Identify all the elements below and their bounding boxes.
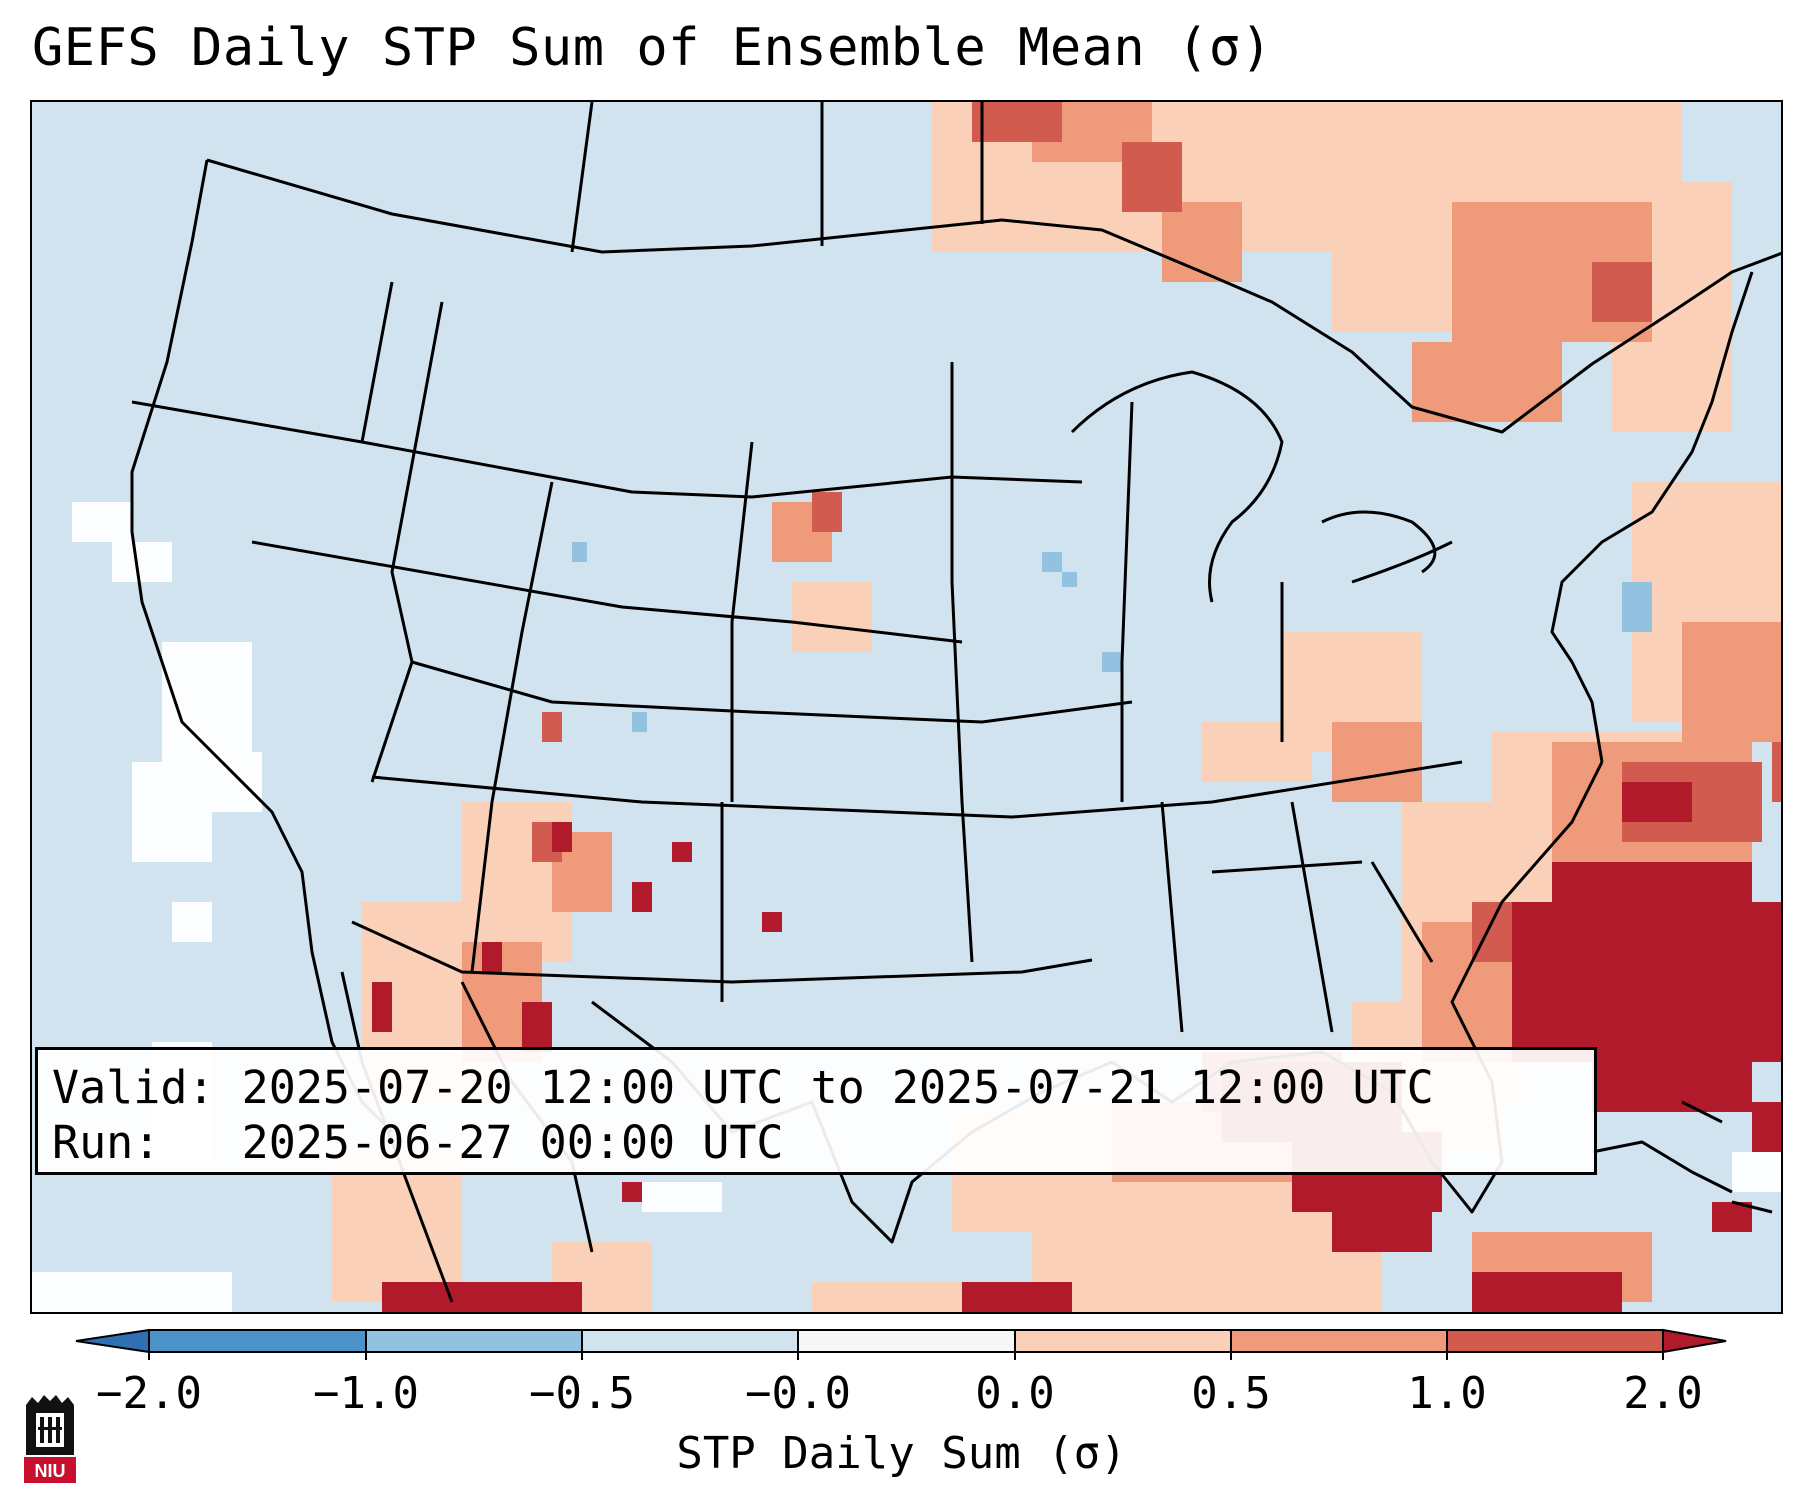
niu-logo: NIU: [24, 1395, 76, 1483]
colorbar-extend-low: [75, 1328, 150, 1354]
colorbar-tick-label: −2.0: [96, 1368, 202, 1419]
colorbar-segment: [1447, 1330, 1663, 1352]
logo-text: NIU: [35, 1461, 66, 1481]
colorbar-tick-label: 0.0: [975, 1368, 1054, 1419]
colorbar: −2.0 −1.0 −0.5 −0.0 0.0 0.5 1.0 2.0: [75, 1328, 1727, 1419]
colorbar-segment: [1231, 1330, 1447, 1352]
colorbar-segments: [75, 1328, 1727, 1354]
colorbar-segment: [582, 1330, 798, 1352]
map-title: GEFS Daily STP Sum of Ensemble Mean (σ): [32, 18, 1273, 78]
info-box: Valid: 2025-07-20 12:00 UTC to 2025-07-2…: [35, 1047, 1597, 1175]
colorbar-extend-high: [1662, 1328, 1727, 1354]
colorbar-segment: [1015, 1330, 1231, 1352]
colorbar-segment: [798, 1330, 1015, 1352]
stp-negative-region: [572, 542, 1652, 732]
colorbar-ticks: −2.0 −1.0 −0.5 −0.0 0.0 0.5 1.0 2.0: [96, 1330, 1703, 1419]
run-time: 2025-06-27 00:00 UTC: [241, 1116, 784, 1169]
valid-label: Valid:: [52, 1061, 215, 1114]
valid-time-range: 2025-07-20 12:00 UTC to 2025-07-21 12:00…: [241, 1061, 1434, 1114]
colorbar-tick-label: 0.5: [1191, 1368, 1270, 1419]
colorbar-segment: [149, 1330, 366, 1352]
colorbar-tick-label: 1.0: [1407, 1368, 1486, 1419]
neutral-region: [32, 502, 1781, 1312]
colorbar-label: STP Daily Sum (σ): [676, 1428, 1127, 1479]
colorbar-tick-label: −1.0: [313, 1368, 419, 1419]
colorbar-segment: [366, 1330, 582, 1352]
colorbar-tick-label: 2.0: [1623, 1368, 1702, 1419]
colorbar-tick-label: −0.5: [529, 1368, 635, 1419]
colorbar-tick-label: −0.0: [745, 1368, 851, 1419]
run-label: Run:: [52, 1116, 161, 1169]
